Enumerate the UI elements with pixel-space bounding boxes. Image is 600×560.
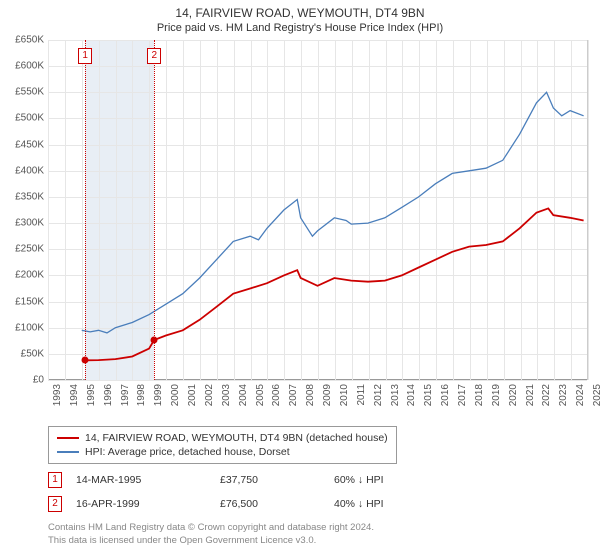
y-tick-label: £500K (0, 113, 44, 124)
series-line (85, 208, 584, 360)
x-tick-label: 2013 (390, 384, 401, 406)
footnote-line1: Contains HM Land Registry data © Crown c… (48, 522, 374, 535)
y-tick-label: £450K (0, 139, 44, 150)
event-row-price: £76,500 (220, 498, 320, 510)
event-marker: 2 (147, 48, 161, 64)
series-line (82, 92, 584, 333)
x-tick-label: 2006 (271, 384, 282, 406)
gridline-h (48, 380, 587, 381)
event-row-marker: 2 (48, 496, 62, 512)
x-tick-label: 2021 (525, 384, 536, 406)
x-tick-label: 2002 (204, 384, 215, 406)
x-tick-label: 2015 (423, 384, 434, 406)
event-row-price: £37,750 (220, 474, 320, 486)
x-tick-label: 2007 (288, 384, 299, 406)
event-row-date: 14-MAR-1995 (76, 474, 206, 486)
y-tick-label: £100K (0, 322, 44, 333)
event-dot (151, 336, 158, 343)
chart-subtitle: Price paid vs. HM Land Registry's House … (0, 20, 600, 34)
legend-swatch (57, 437, 79, 439)
chart-title: 14, FAIRVIEW ROAD, WEYMOUTH, DT4 9BN (0, 0, 600, 20)
event-row: 1 14-MAR-1995 £37,750 60% ↓ HPI (48, 468, 454, 492)
x-tick-label: 2018 (474, 384, 485, 406)
x-tick-label: 1996 (103, 384, 114, 406)
x-tick-label: 2001 (187, 384, 198, 406)
y-tick-label: £0 (0, 375, 44, 386)
y-tick-label: £150K (0, 296, 44, 307)
x-tick-label: 2024 (575, 384, 586, 406)
x-tick-label: 1999 (153, 384, 164, 406)
event-row-marker: 1 (48, 472, 62, 488)
x-tick-label: 2025 (592, 384, 600, 406)
event-row: 2 16-APR-1999 £76,500 40% ↓ HPI (48, 492, 454, 516)
y-tick-label: £50K (0, 348, 44, 359)
legend-row: HPI: Average price, detached house, Dors… (57, 445, 388, 459)
event-line (154, 40, 155, 380)
x-tick-label: 2009 (322, 384, 333, 406)
event-row-delta: 60% ↓ HPI (334, 474, 454, 486)
x-tick-label: 2020 (508, 384, 519, 406)
x-tick-label: 2019 (491, 384, 502, 406)
x-tick-label: 2022 (541, 384, 552, 406)
event-row-delta: 40% ↓ HPI (334, 498, 454, 510)
legend-row: 14, FAIRVIEW ROAD, WEYMOUTH, DT4 9BN (de… (57, 431, 388, 445)
x-tick-label: 1995 (86, 384, 97, 406)
x-tick-label: 2004 (238, 384, 249, 406)
event-dot (82, 357, 89, 364)
x-tick-label: 2023 (558, 384, 569, 406)
footnote-line2: This data is licensed under the Open Gov… (48, 535, 374, 548)
x-tick-label: 2016 (440, 384, 451, 406)
event-row-date: 16-APR-1999 (76, 498, 206, 510)
x-tick-label: 2000 (170, 384, 181, 406)
x-tick-label: 2011 (356, 384, 367, 406)
footnote: Contains HM Land Registry data © Crown c… (48, 522, 374, 548)
chart-container: 14, FAIRVIEW ROAD, WEYMOUTH, DT4 9BN Pri… (0, 0, 600, 560)
chart-area: 12 £0£50K£100K£150K£200K£250K£300K£350K£… (0, 40, 600, 420)
plot-area: 12 (48, 40, 588, 380)
y-tick-label: £600K (0, 61, 44, 72)
x-tick-label: 2012 (373, 384, 384, 406)
x-tick-label: 2003 (221, 384, 232, 406)
y-tick-label: £400K (0, 165, 44, 176)
x-tick-label: 2008 (305, 384, 316, 406)
series-svg (48, 40, 587, 380)
x-tick-label: 1993 (52, 384, 63, 406)
event-marker: 1 (78, 48, 92, 64)
x-tick-label: 1997 (120, 384, 131, 406)
y-tick-label: £200K (0, 270, 44, 281)
y-tick-label: £550K (0, 87, 44, 98)
x-tick-label: 1998 (136, 384, 147, 406)
y-tick-label: £350K (0, 191, 44, 202)
y-tick-label: £650K (0, 35, 44, 46)
legend-swatch (57, 451, 79, 453)
legend-label: 14, FAIRVIEW ROAD, WEYMOUTH, DT4 9BN (de… (85, 432, 388, 444)
legend: 14, FAIRVIEW ROAD, WEYMOUTH, DT4 9BN (de… (48, 426, 397, 464)
legend-label: HPI: Average price, detached house, Dors… (85, 446, 290, 458)
y-tick-label: £250K (0, 244, 44, 255)
y-tick-label: £300K (0, 218, 44, 229)
event-table: 1 14-MAR-1995 £37,750 60% ↓ HPI 2 16-APR-1999… (48, 468, 454, 516)
event-line (85, 40, 86, 380)
x-tick-label: 1994 (69, 384, 80, 406)
x-tick-label: 2005 (255, 384, 266, 406)
gridline-v (588, 40, 589, 380)
x-tick-label: 2017 (457, 384, 468, 406)
x-tick-label: 2014 (406, 384, 417, 406)
x-tick-label: 2010 (339, 384, 350, 406)
